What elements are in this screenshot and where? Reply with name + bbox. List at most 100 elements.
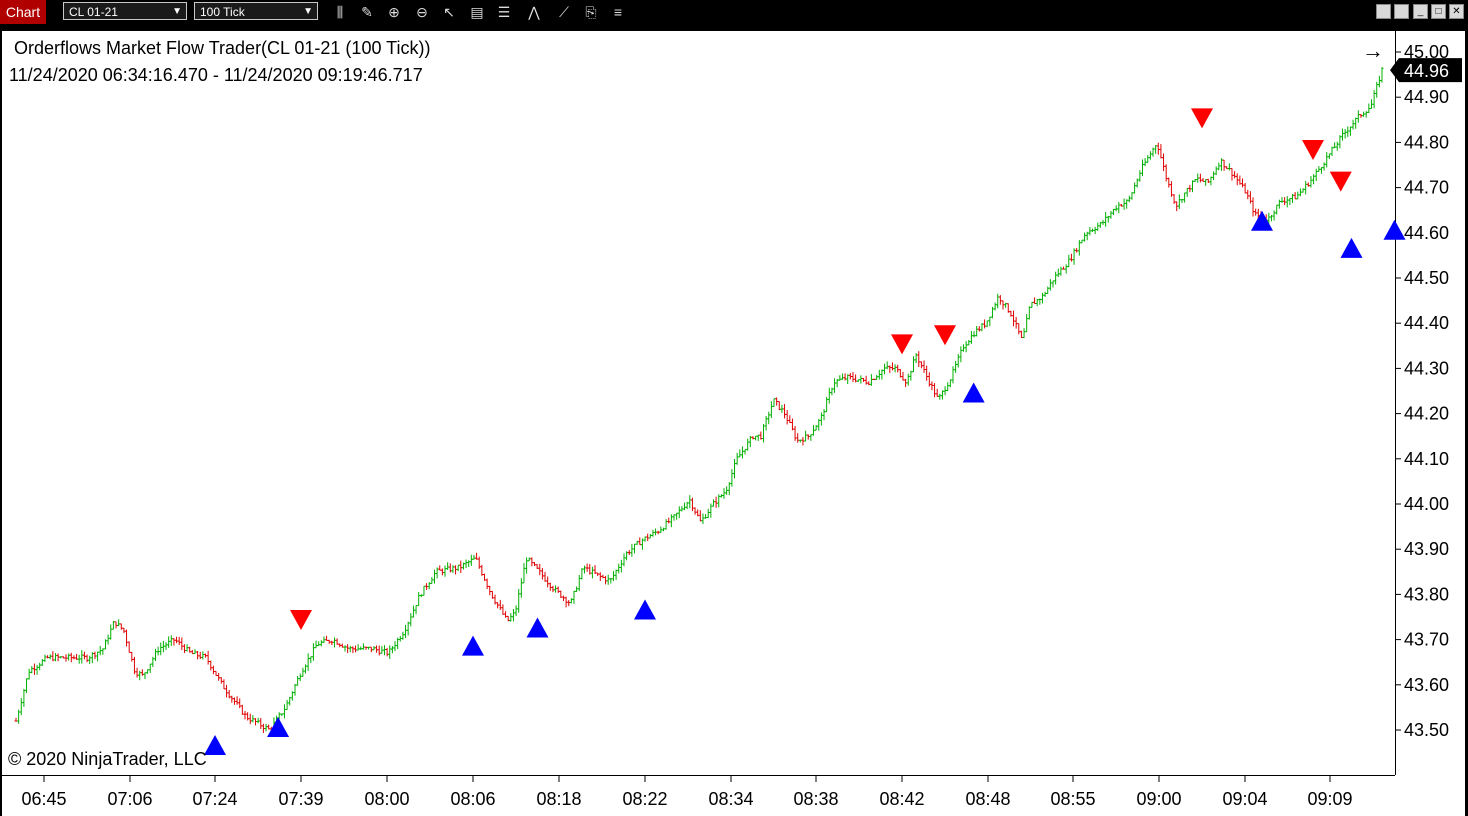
price-bar — [827, 387, 831, 404]
price-bar — [583, 565, 587, 574]
price-bar — [1233, 171, 1237, 179]
draw-pencil-icon[interactable]: ✎ — [361, 4, 373, 20]
y-tick-label: 45.00 — [1404, 42, 1449, 62]
price-bar — [475, 552, 479, 560]
price-chart[interactable]: 43.50 43.60 43.70 43.80 43.90 44.00 44.10 44.20… — [2, 31, 1465, 816]
price-bar — [1059, 266, 1063, 276]
price-bar — [575, 586, 579, 592]
price-bar — [685, 501, 689, 510]
bars-type-icon[interactable]: ⫼ — [336, 4, 344, 20]
price-bar — [867, 381, 871, 386]
minimize-button[interactable] — [1376, 4, 1391, 19]
chart-tab[interactable]: Chart — [0, 0, 46, 24]
price-bar — [983, 319, 987, 329]
interval-selector[interactable]: 100 Tick ▼ — [194, 2, 318, 20]
minimize-window-button[interactable]: _ — [1413, 4, 1428, 19]
strategies-icon[interactable]: ⟋ — [559, 4, 569, 20]
price-bar — [390, 645, 394, 654]
price-bar — [922, 360, 926, 373]
price-bar — [598, 572, 602, 582]
price-bar — [1146, 154, 1150, 163]
zoom-in-icon[interactable]: ⊕ — [388, 4, 400, 20]
properties-icon[interactable]: ☰ — [497, 4, 511, 20]
price-bar — [246, 712, 250, 721]
price-bar — [1135, 178, 1139, 188]
y-tick-label: 44.60 — [1404, 223, 1449, 243]
price-bar — [772, 398, 776, 407]
price-bar — [1254, 208, 1258, 216]
price-bar — [767, 411, 771, 425]
price-bar — [411, 605, 415, 618]
x-tick-label: 08:34 — [708, 789, 753, 809]
price-bar — [688, 495, 692, 509]
sell-signal-triangle — [934, 325, 956, 346]
price-bar — [572, 590, 576, 604]
price-bar — [638, 537, 642, 546]
price-bar — [225, 684, 229, 698]
close-button[interactable]: ✕ — [1449, 4, 1464, 19]
scroll-right-arrow-icon[interactable]: → — [1362, 38, 1384, 63]
price-bar — [1248, 191, 1252, 204]
y-tick-label: 44.30 — [1404, 358, 1449, 378]
price-bar — [430, 577, 434, 584]
price-bar — [1156, 142, 1160, 155]
price-bar — [864, 375, 868, 385]
price-bar — [1098, 222, 1102, 228]
price-bar — [1314, 168, 1318, 181]
price-bar — [161, 640, 165, 653]
price-bar — [425, 583, 429, 590]
price-bar — [459, 560, 463, 574]
restore-button[interactable] — [1394, 4, 1409, 19]
price-bar — [640, 538, 644, 550]
price-bar — [77, 654, 81, 664]
chevron-down-icon: ▼ — [303, 6, 313, 17]
price-bar — [1130, 192, 1134, 200]
price-bar — [627, 549, 631, 556]
maximize-button[interactable]: □ — [1431, 4, 1446, 19]
price-bar — [1117, 201, 1121, 214]
indicators-icon[interactable]: ⋀ — [528, 4, 540, 20]
attach-template-icon[interactable]: ⎘ — [585, 4, 597, 20]
price-bar — [1138, 170, 1142, 182]
price-bar — [351, 646, 355, 654]
price-bar — [393, 641, 397, 652]
price-bar — [1293, 192, 1297, 200]
price-bar — [790, 418, 794, 431]
price-bar — [517, 588, 521, 613]
price-bar — [282, 704, 286, 719]
price-bar — [251, 715, 255, 723]
price-bar — [1196, 173, 1200, 183]
price-bar — [811, 425, 815, 436]
price-bar — [143, 672, 147, 680]
price-bar — [369, 646, 373, 653]
price-bar — [127, 641, 131, 653]
price-bar — [51, 651, 55, 662]
price-bar — [1190, 180, 1194, 193]
price-bar — [109, 624, 113, 640]
price-bar — [1006, 303, 1010, 313]
price-bar — [872, 378, 876, 381]
price-bar — [290, 691, 294, 701]
price-bar — [785, 409, 789, 425]
price-bar — [1140, 159, 1144, 177]
price-bar — [482, 573, 486, 581]
price-bar — [1177, 194, 1181, 210]
more-menu-icon[interactable]: ≡ — [613, 4, 623, 20]
price-bar — [680, 506, 684, 512]
price-bar — [125, 629, 129, 647]
price-bar — [1380, 67, 1384, 83]
price-bar — [261, 723, 265, 734]
instrument-selector[interactable]: CL 01-21 ▼ — [63, 2, 187, 20]
data-box-icon[interactable]: ▤ — [470, 4, 484, 20]
pointer-icon[interactable]: ↖ — [443, 4, 455, 20]
price-bar — [1154, 145, 1158, 154]
price-bar — [111, 620, 115, 630]
price-bar — [1306, 182, 1310, 187]
price-bar — [67, 653, 71, 661]
price-bar — [877, 369, 881, 380]
zoom-out-icon[interactable]: ⊖ — [416, 4, 428, 20]
price-bar — [659, 526, 663, 533]
price-bar — [604, 575, 608, 585]
price-bar — [306, 653, 310, 671]
chart-panel[interactable]: 43.50 43.60 43.70 43.80 43.90 44.00 44.10 44.20… — [2, 31, 1465, 816]
